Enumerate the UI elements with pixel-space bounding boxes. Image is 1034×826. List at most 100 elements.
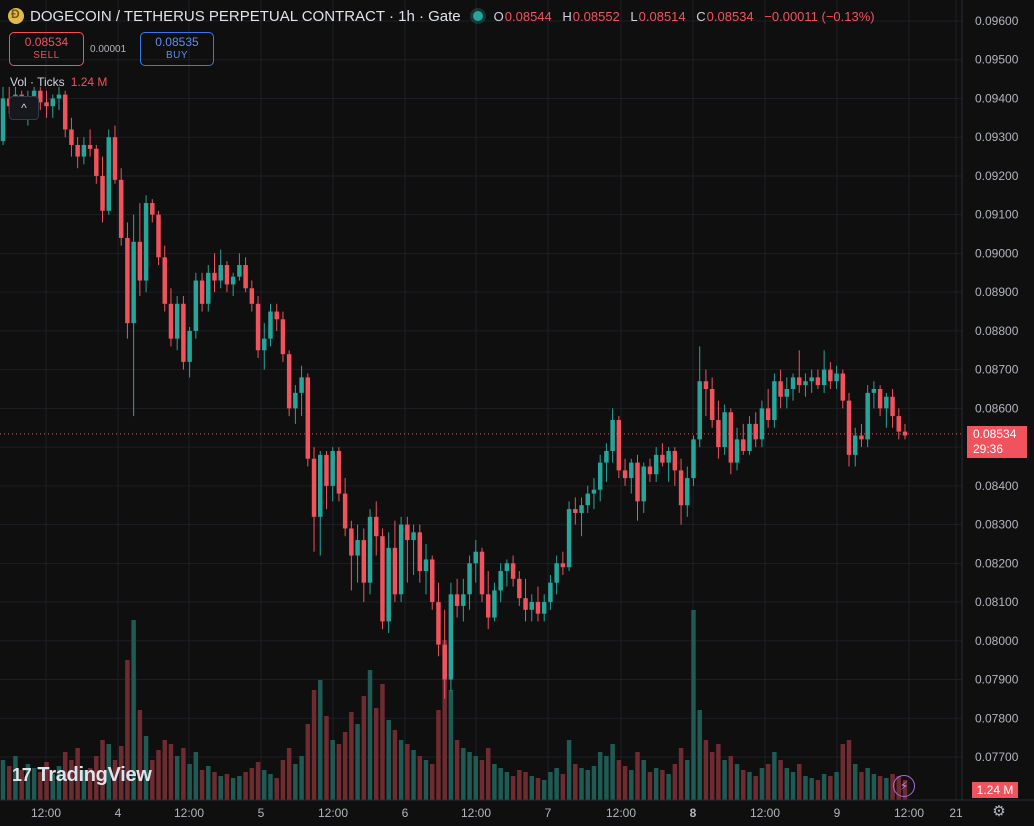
volume-bar — [697, 710, 702, 800]
candle-body — [660, 454, 665, 463]
volume-bar — [349, 712, 354, 800]
candle-body — [479, 551, 485, 595]
volume-bar — [131, 620, 136, 800]
volume-bar — [560, 774, 566, 800]
volume-bar — [87, 768, 93, 800]
candle-body — [243, 265, 248, 289]
chevron-up-icon[interactable]: ^ — [9, 96, 39, 120]
volume-bar — [423, 760, 429, 800]
time-tick-label: 12:00 — [174, 806, 204, 820]
candle-body — [697, 381, 702, 440]
candle-body — [691, 439, 696, 479]
price-tick-label: 0.09000 — [975, 246, 1019, 260]
volume-bar — [467, 752, 472, 800]
tradingview-logo[interactable]: 17 TradingView — [12, 764, 152, 787]
volume-bar — [75, 748, 80, 800]
candle-body — [81, 144, 87, 157]
time-tick-label: 12:00 — [606, 806, 636, 820]
candle-body — [324, 454, 329, 486]
ohlc-values: O0.08544 H0.08552 L0.08514 C0.08534 −0.0… — [494, 9, 882, 24]
volume-bar — [510, 776, 516, 800]
candle-body — [150, 203, 155, 215]
candle-body — [566, 509, 572, 568]
volume-bar — [741, 770, 746, 800]
symbol-title[interactable]: DOGECOIN / TETHERUS PERPETUAL CONTRACT ·… — [30, 7, 461, 25]
time-tick-label: 21 — [949, 806, 963, 820]
candle-body — [218, 265, 223, 281]
volume-bar — [361, 696, 367, 800]
time-axis[interactable]: 12:00 4 12:00 5 12:00 6 12:00 7 12:00 8 12:00 9 12:0… — [31, 806, 963, 820]
gear-icon[interactable]: ⚙ — [992, 803, 1006, 820]
volume-bar — [852, 764, 858, 800]
volume-legend[interactable]: Vol · Ticks 1.24 M — [10, 75, 107, 89]
buy-button[interactable]: 0.08535 BUY — [140, 32, 214, 66]
candle-body — [206, 272, 211, 304]
candle-body — [778, 381, 783, 397]
candle-body — [442, 644, 447, 680]
time-tick-label: 6 — [402, 806, 409, 820]
price-tick-label: 0.08200 — [975, 556, 1019, 570]
dogecoin-icon — [8, 7, 24, 24]
volume-bar — [56, 766, 62, 800]
volume-bar — [31, 768, 37, 800]
buy-label: BUY — [165, 50, 189, 61]
candle-body — [560, 563, 566, 568]
candle-body — [125, 237, 130, 324]
volume-axis-tag: 1.24 M — [972, 782, 1018, 798]
volume-bar — [62, 752, 68, 800]
candle-body — [436, 602, 441, 645]
volume-bar — [716, 744, 721, 800]
candle-body — [747, 423, 752, 451]
volume-bar — [81, 770, 87, 800]
volume-bar — [672, 764, 678, 800]
candle-body — [262, 338, 267, 351]
candle-body — [591, 489, 597, 494]
candle-body — [423, 559, 429, 572]
candle-body — [62, 94, 68, 130]
candle-body — [734, 439, 740, 463]
price-tick-label: 0.09400 — [975, 91, 1019, 105]
candle-body — [44, 102, 49, 107]
volume-bar — [865, 768, 870, 800]
candle-body — [741, 439, 746, 451]
sell-button[interactable]: 0.08534 SELL — [9, 32, 84, 66]
candle-body — [50, 98, 56, 107]
volume-bar — [100, 740, 105, 800]
candle-body — [529, 602, 534, 610]
ohlc-open-value: 0.08544 — [504, 8, 552, 24]
time-tick-label: 9 — [834, 806, 841, 820]
volume-label: Vol · Ticks — [10, 75, 65, 89]
price-axis[interactable]: 0.09600 0.09500 0.09400 0.09300 0.09200 0.091… — [975, 14, 1019, 764]
price-tick-label: 0.09200 — [975, 169, 1019, 183]
candle-body — [305, 377, 311, 459]
volume-bar — [187, 764, 192, 800]
volume-bar — [442, 640, 447, 800]
volume-bar — [237, 776, 242, 800]
candle-body — [772, 381, 777, 420]
candle-body — [821, 369, 827, 386]
volume-bar — [330, 740, 335, 800]
candle-body — [69, 129, 74, 145]
candle-body — [38, 90, 43, 103]
volume-bar — [703, 740, 709, 800]
volume-bar — [293, 764, 298, 800]
ohlc-low-value: 0.08514 — [638, 8, 686, 24]
ohlc-high-value: 0.08552 — [572, 8, 620, 24]
volume-bar — [336, 744, 342, 800]
volume-bar — [573, 764, 578, 800]
candle-body — [492, 590, 497, 618]
candle-body — [797, 377, 802, 386]
lightning-icon[interactable]: ⚡ — [893, 775, 915, 797]
buy-price: 0.08535 — [155, 35, 199, 49]
candle-body — [840, 373, 846, 401]
candle-body — [610, 419, 615, 451]
candle-body — [554, 563, 559, 583]
volume-bar — [840, 744, 846, 800]
volume-bar — [280, 760, 286, 800]
price-tick-label: 0.09300 — [975, 130, 1019, 144]
candle-body — [237, 265, 242, 277]
volume-bar — [635, 752, 640, 800]
volume-bar — [13, 756, 18, 800]
volume-bar — [262, 770, 267, 800]
